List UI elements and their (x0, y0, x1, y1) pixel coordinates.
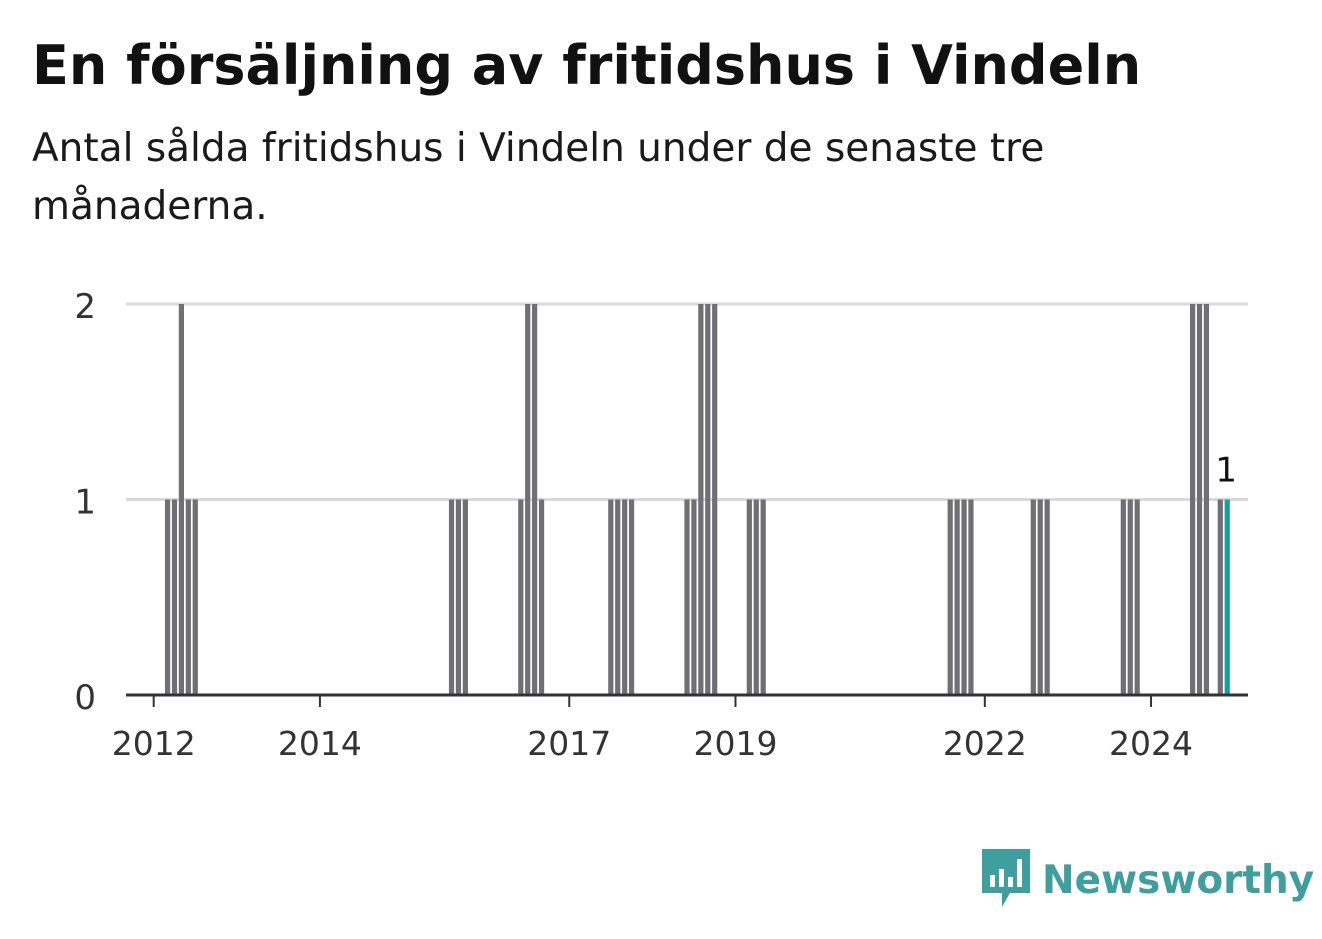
bar (455, 499, 462, 695)
x-tick-label: 2014 (278, 724, 362, 763)
bar (746, 499, 752, 695)
bar (760, 499, 766, 695)
newsworthy-logo-icon (980, 847, 1032, 913)
bar (1134, 499, 1140, 695)
bar (753, 499, 759, 695)
bar (1127, 499, 1133, 695)
bar (538, 499, 545, 695)
bar (705, 304, 711, 695)
bar (1037, 499, 1043, 695)
highlight-bar (1224, 499, 1230, 695)
bar (1044, 499, 1050, 695)
bar (615, 499, 621, 695)
x-tick-label: 2022 (943, 724, 1027, 763)
bar (1189, 304, 1196, 695)
bar (684, 499, 690, 695)
bar (961, 499, 967, 695)
highlight-value-label: 1 (1215, 451, 1237, 491)
bar (698, 304, 704, 695)
x-tick-label: 2017 (527, 724, 611, 763)
bar (947, 499, 953, 695)
bar (608, 499, 614, 695)
x-tick-label: 2024 (1109, 724, 1193, 763)
y-tick-label: 2 (74, 287, 96, 327)
x-axis: 2012 2014 2017 2019 2022 2024 (112, 693, 1248, 763)
bar (532, 304, 538, 695)
bar (1203, 304, 1210, 695)
bar (185, 499, 191, 695)
bar (462, 499, 468, 695)
bar (954, 499, 960, 695)
chart-subtitle: Antal sålda fritidshus i Vindeln under d… (32, 126, 1045, 229)
bar (691, 499, 697, 695)
bar (525, 304, 531, 695)
bar (164, 499, 171, 695)
bar (1196, 304, 1203, 695)
grid-lines (126, 302, 1248, 501)
bar-chart: 0 1 2 2012 2014 2017 2019 2022 2024 1 (74, 287, 1248, 763)
y-tick-labels: 0 1 2 (74, 287, 96, 718)
bar (178, 304, 185, 695)
x-tick-label: 2012 (112, 724, 196, 763)
bar (968, 499, 974, 695)
bar (192, 499, 198, 695)
chart-title: En försäljning av fritidshus i Vindeln (32, 34, 1142, 97)
bar (518, 499, 524, 695)
bar (1030, 499, 1036, 695)
bar (1120, 499, 1126, 695)
bar (448, 499, 455, 695)
bar (628, 499, 635, 695)
bars (164, 304, 1230, 695)
data-labels: 1 (1215, 451, 1237, 491)
brand-name: Newsworthy (1042, 857, 1315, 903)
y-tick-label: 1 (74, 483, 96, 523)
x-tick-label: 2019 (693, 724, 777, 763)
bar (1217, 499, 1223, 695)
bar (712, 304, 718, 695)
bar (622, 499, 628, 695)
brand-logo: Newsworthy (980, 848, 1314, 912)
y-tick-label: 0 (74, 678, 96, 718)
bar (171, 499, 178, 695)
